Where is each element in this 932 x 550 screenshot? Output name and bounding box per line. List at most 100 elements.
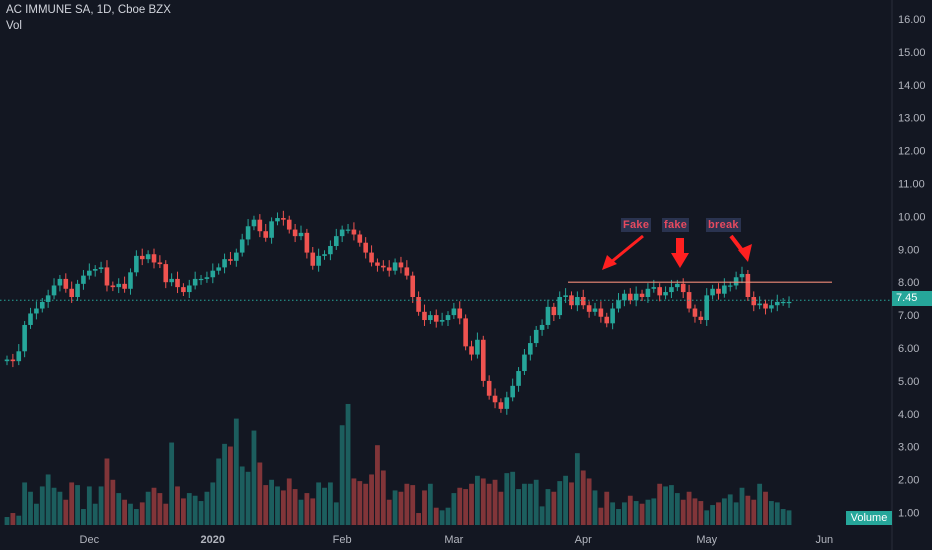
candle[interactable]: [139, 248, 145, 266]
candle[interactable]: [727, 281, 733, 292]
candle[interactable]: [128, 268, 133, 295]
candle[interactable]: [475, 332, 480, 359]
volume-tag[interactable]: Volume: [846, 511, 892, 525]
candle[interactable]: [181, 283, 186, 297]
candle[interactable]: [98, 261, 104, 273]
candle[interactable]: [322, 250, 327, 260]
candle[interactable]: [445, 311, 451, 326]
candle[interactable]: [304, 228, 310, 259]
candle[interactable]: [774, 294, 780, 312]
candle[interactable]: [45, 289, 51, 308]
candle[interactable]: [328, 240, 333, 261]
candle[interactable]: [369, 245, 374, 267]
candle[interactable]: [704, 288, 710, 326]
candle[interactable]: [510, 378, 515, 402]
candle[interactable]: [386, 260, 392, 277]
candle[interactable]: [198, 274, 204, 285]
candle[interactable]: [281, 210, 286, 226]
candle[interactable]: [216, 263, 221, 275]
candle[interactable]: [733, 271, 739, 290]
candle[interactable]: [722, 278, 727, 298]
candle[interactable]: [16, 344, 22, 366]
candle[interactable]: [57, 274, 63, 292]
candle[interactable]: [192, 271, 198, 290]
candle[interactable]: [345, 223, 351, 234]
candle[interactable]: [633, 286, 639, 307]
candle[interactable]: [751, 291, 757, 312]
candle[interactable]: [763, 299, 768, 315]
candle[interactable]: [516, 367, 521, 392]
candle[interactable]: [63, 273, 69, 293]
candle[interactable]: [610, 302, 615, 330]
candle[interactable]: [410, 271, 416, 303]
candle[interactable]: [4, 355, 10, 366]
candle[interactable]: [433, 309, 439, 328]
candle[interactable]: [298, 225, 304, 241]
candle[interactable]: [34, 301, 39, 320]
candle[interactable]: [780, 297, 786, 306]
candle[interactable]: [492, 388, 498, 409]
candle[interactable]: [533, 325, 539, 348]
candle[interactable]: [675, 279, 680, 292]
candle[interactable]: [686, 284, 692, 313]
candle[interactable]: [175, 271, 180, 294]
candle[interactable]: [398, 256, 404, 274]
candle[interactable]: [316, 248, 321, 272]
candle[interactable]: [28, 307, 33, 329]
candle[interactable]: [710, 284, 715, 300]
candle[interactable]: [110, 281, 116, 292]
candle[interactable]: [339, 225, 345, 243]
candle[interactable]: [245, 219, 251, 246]
candle[interactable]: [580, 289, 586, 310]
candle[interactable]: [92, 265, 98, 277]
candle[interactable]: [381, 260, 386, 272]
candle[interactable]: [357, 230, 363, 247]
candle[interactable]: [75, 279, 80, 301]
candle[interactable]: [598, 301, 604, 323]
candle[interactable]: [228, 251, 233, 265]
candle[interactable]: [375, 258, 380, 272]
candle[interactable]: [680, 278, 686, 298]
candle[interactable]: [145, 250, 151, 264]
candle[interactable]: [169, 273, 174, 287]
candle[interactable]: [151, 248, 157, 269]
candle[interactable]: [769, 299, 774, 313]
candle[interactable]: [134, 250, 139, 277]
candle[interactable]: [457, 301, 463, 325]
candle[interactable]: [10, 353, 16, 368]
candle[interactable]: [569, 291, 574, 310]
candle[interactable]: [234, 248, 239, 267]
candle[interactable]: [351, 222, 357, 241]
candle[interactable]: [116, 278, 122, 294]
candle[interactable]: [739, 266, 745, 284]
candle[interactable]: [275, 212, 280, 226]
candle[interactable]: [539, 319, 545, 336]
candle[interactable]: [157, 255, 163, 269]
candle[interactable]: [310, 246, 316, 270]
candle[interactable]: [292, 223, 298, 243]
candle[interactable]: [663, 286, 668, 300]
candle[interactable]: [451, 302, 457, 320]
candle[interactable]: [81, 270, 86, 290]
candle[interactable]: [186, 279, 192, 298]
candle[interactable]: [210, 263, 216, 284]
candle[interactable]: [87, 263, 92, 280]
candle[interactable]: [251, 215, 257, 231]
candle[interactable]: [416, 291, 421, 316]
candle[interactable]: [122, 276, 127, 293]
candle[interactable]: [639, 289, 645, 301]
candle[interactable]: [504, 391, 510, 415]
candle[interactable]: [657, 283, 662, 302]
candle[interactable]: [592, 302, 598, 316]
candle[interactable]: [439, 312, 445, 326]
candle[interactable]: [222, 253, 227, 274]
candle[interactable]: [104, 260, 110, 292]
candle[interactable]: [269, 217, 274, 244]
candle[interactable]: [716, 283, 721, 300]
candle[interactable]: [745, 270, 751, 301]
candle[interactable]: [645, 283, 651, 303]
candle[interactable]: [22, 321, 27, 358]
candle[interactable]: [333, 228, 339, 250]
candle[interactable]: [257, 214, 263, 238]
